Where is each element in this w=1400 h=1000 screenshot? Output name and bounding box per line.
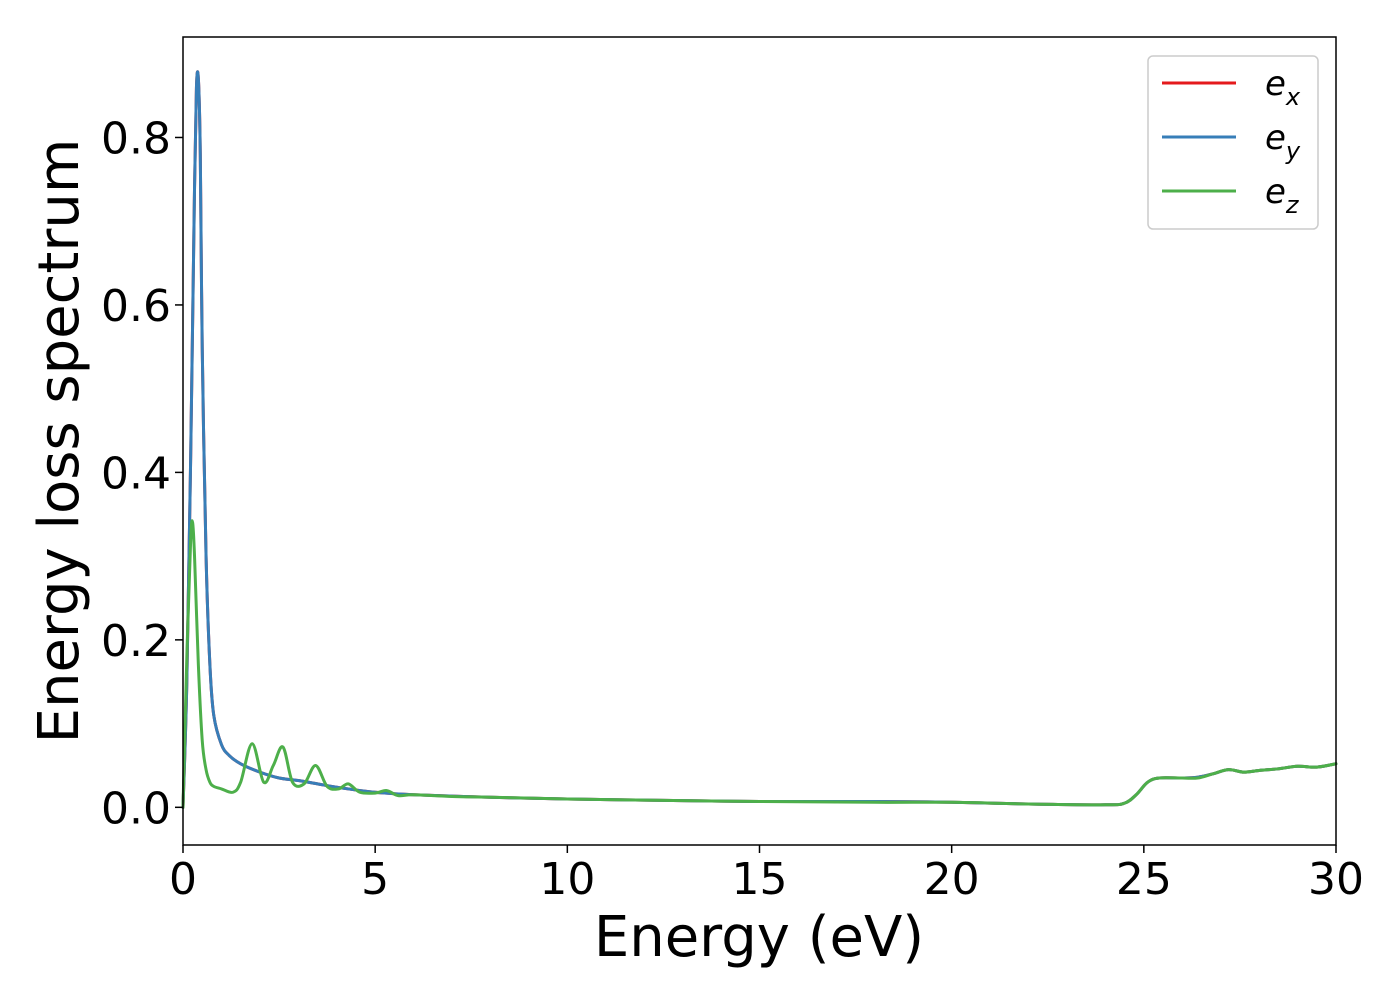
legend: ex ey ez: [1147, 55, 1319, 230]
legend-label-x: ex: [1265, 64, 1301, 111]
legend-label-z: ez: [1265, 172, 1300, 219]
series-layer: [181, 70, 1338, 809]
y-tick-label: 0.2: [101, 616, 171, 667]
y-axis-label: Energy loss spectrum: [27, 139, 92, 744]
y-tick-label: 0.0: [101, 783, 171, 834]
legend-label-y: ey: [1265, 118, 1301, 165]
x-axis: 0 5 10 15 20 25 30: [169, 845, 1364, 905]
y-tick-label: 0.4: [101, 448, 171, 499]
x-tick-label: 10: [539, 854, 595, 905]
x-tick-label: 0: [169, 854, 197, 905]
y-tick-label: 0.6: [101, 281, 171, 332]
x-tick-label: 5: [361, 854, 389, 905]
y-axis: 0.0 0.2 0.4 0.6 0.8: [101, 113, 183, 834]
x-tick-label: 30: [1308, 854, 1364, 905]
x-tick-label: 25: [1116, 854, 1172, 905]
x-tick-label: 20: [924, 854, 980, 905]
y-tick-label: 0.8: [101, 113, 171, 164]
x-axis-label: Energy (eV): [594, 905, 924, 970]
x-tick-label: 15: [732, 854, 788, 905]
series-line-z: [181, 519, 1338, 809]
legend-box: [1147, 55, 1319, 230]
